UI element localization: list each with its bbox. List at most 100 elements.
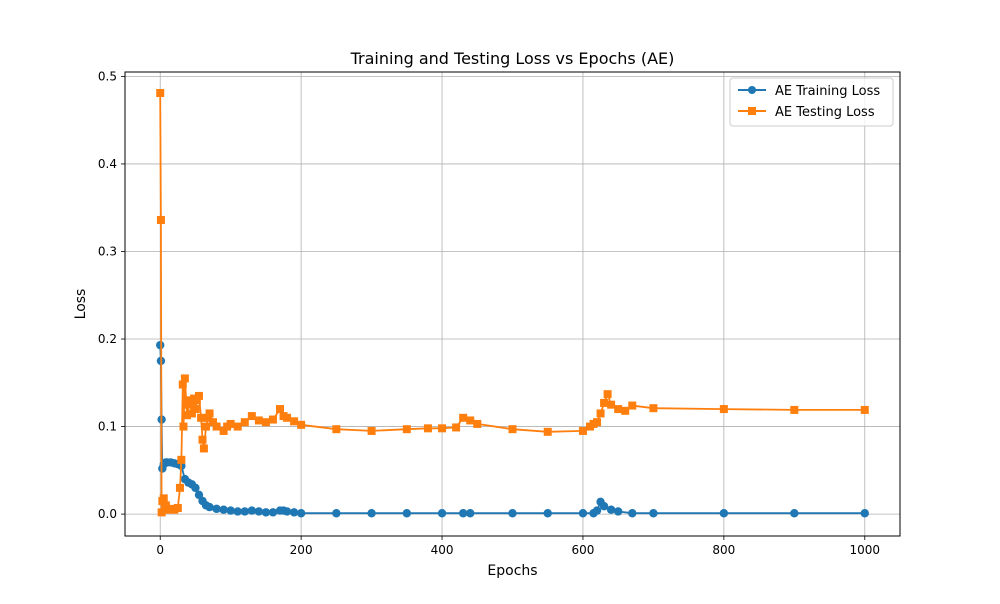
data-point [332,425,341,434]
data-point [233,507,242,516]
data-point [466,416,475,425]
data-point [202,422,211,431]
data-point [719,405,728,414]
data-point [219,426,228,435]
data-point [185,396,194,405]
y-tick-label: 0.5 [98,69,117,83]
x-tick-label: 800 [712,543,735,557]
data-point [187,409,196,418]
data-point [290,417,299,426]
y-tick-label: 0.0 [98,507,117,521]
legend: AE Training Loss AE Testing Loss [729,77,894,127]
data-point [159,494,168,503]
data-point [628,509,637,518]
data-point [367,509,376,518]
legend-label-training: AE Training Loss [775,84,880,99]
data-point [607,400,616,409]
data-point [790,509,799,518]
data-point [191,483,200,493]
data-point [614,405,623,414]
data-point [205,409,214,418]
data-point [184,400,193,409]
data-point [179,422,188,431]
data-point [402,425,411,434]
data-point [194,490,204,500]
data-point [458,509,468,518]
data-point [219,505,228,514]
y-axis-label: Loss [73,289,89,320]
data-point [621,406,630,415]
series-ae-training-loss [156,340,869,518]
data-point [212,504,221,514]
data-point [261,508,271,517]
data-point [209,418,218,427]
data-point [173,503,182,512]
data-point [860,405,869,414]
data-point [282,507,292,516]
legend-marker-testing [748,107,756,115]
legend-label-testing: AE Testing Loss [775,105,875,120]
x-axis-label: Epochs [487,563,537,579]
data-point [268,415,277,424]
y-tick-label: 0.2 [98,332,117,346]
data-point [296,509,306,518]
data-point [247,506,257,515]
x-tick-label: 400 [431,543,454,557]
data-point [593,418,602,427]
data-point [157,508,166,517]
data-point [283,413,292,422]
data-point [649,404,658,413]
data-point [473,419,482,428]
data-point [180,374,189,383]
data-point [198,435,207,444]
data-point [603,390,612,399]
data-point [790,405,799,414]
data-point [508,425,517,434]
data-point [452,423,461,432]
data-point [194,391,203,400]
data-point [175,483,184,492]
data-point [578,509,588,518]
data-point [860,509,869,518]
data-point [719,509,729,518]
data-point [466,509,475,518]
data-point [289,508,299,517]
y-tick-label: 0.3 [98,244,117,258]
data-point [205,502,214,512]
series-layer [156,89,869,518]
data-point [599,502,609,511]
data-point [240,507,249,516]
data-point [508,509,517,518]
data-point [183,411,191,420]
data-point [240,418,249,427]
data-point [199,444,208,453]
data-point [649,509,658,518]
data-point [247,412,256,421]
data-point [254,507,264,516]
data-point [367,426,376,435]
data-point [276,405,284,414]
data-point [156,340,165,350]
data-point [543,509,552,518]
data-point [233,422,242,431]
x-tick-label: 200 [290,543,313,557]
data-point [191,405,200,414]
data-point [423,424,432,433]
data-point [204,413,213,422]
data-point [596,409,605,418]
data-point [254,416,263,425]
data-point [438,424,447,433]
x-tick-label: 600 [572,543,595,557]
x-tick-label: 0 [156,543,164,557]
data-point [606,505,616,514]
y-tick-label: 0.4 [98,157,117,171]
data-point [600,398,609,407]
x-tick-label: 1000 [849,543,880,557]
data-point [226,419,235,428]
data-point [226,506,235,515]
data-point [437,509,447,518]
data-point [543,427,552,436]
data-point [177,455,186,464]
